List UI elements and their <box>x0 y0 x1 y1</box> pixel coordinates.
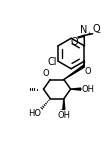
Text: −: − <box>94 29 99 34</box>
Polygon shape <box>70 88 80 90</box>
Polygon shape <box>63 65 84 80</box>
Text: +: + <box>85 31 91 36</box>
Text: Cl: Cl <box>47 57 56 67</box>
Text: O: O <box>42 69 49 78</box>
Text: O: O <box>84 67 91 76</box>
Text: OH: OH <box>81 85 94 94</box>
Polygon shape <box>62 99 64 109</box>
Text: O: O <box>92 24 100 34</box>
Text: O: O <box>70 37 77 47</box>
Text: N: N <box>80 25 87 35</box>
Text: OH: OH <box>57 111 70 120</box>
Text: HO: HO <box>28 109 41 118</box>
